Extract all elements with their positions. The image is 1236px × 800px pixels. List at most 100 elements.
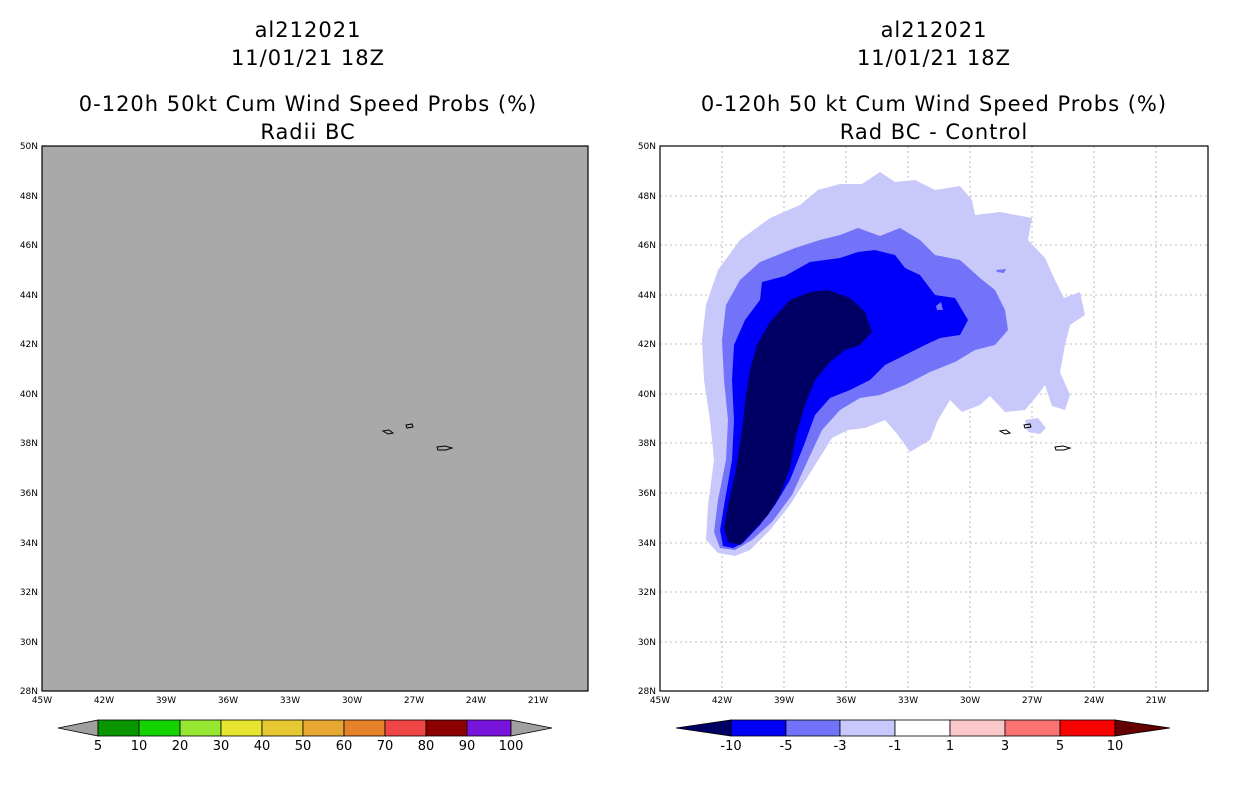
right-colorbar-label: 10 bbox=[1107, 739, 1124, 754]
left-map-field bbox=[42, 146, 588, 691]
right-lon-label: 42W bbox=[712, 696, 732, 706]
right-lon-label: 27W bbox=[1022, 696, 1042, 706]
right-colorbar-swatch bbox=[785, 719, 841, 737]
right-island-central bbox=[1023, 423, 1032, 429]
right-subtitle: Rad BC - Control bbox=[839, 120, 1029, 144]
left-map-frame bbox=[41, 145, 589, 692]
left-azores-islands bbox=[381, 423, 454, 451]
left-colorbar-swatch bbox=[138, 719, 181, 737]
right-lat-label: 44N bbox=[638, 291, 656, 301]
right-title: 0-120h 50 kt Cum Wind Speed Probs (%) bbox=[700, 92, 1168, 116]
left-lon-label: 30W bbox=[342, 696, 362, 706]
left-lat-label: 30N bbox=[20, 638, 38, 648]
left-lat-labels: 50N 48N 46N 44N 42N 40N 38N 36N 34N 32N … bbox=[20, 142, 38, 697]
diff-blob-small bbox=[936, 302, 943, 310]
left-lat-label: 36N bbox=[20, 489, 38, 499]
left-colorbar-low-end bbox=[57, 719, 99, 737]
left-lat-label: 38N bbox=[20, 439, 38, 449]
left-island-central bbox=[405, 423, 414, 429]
right-colorbar-label: -10 bbox=[720, 739, 741, 754]
left-island-west bbox=[381, 429, 395, 435]
right-lon-label: 21W bbox=[1146, 696, 1166, 706]
left-lon-label: 45W bbox=[32, 696, 52, 706]
right-lon-label: 39W bbox=[774, 696, 794, 706]
right-lat-label: 32N bbox=[638, 588, 656, 598]
left-lon-label: 36W bbox=[218, 696, 238, 706]
right-lat-label: 50N bbox=[638, 142, 656, 152]
left-colorbar-label: 80 bbox=[418, 739, 435, 754]
left-colorbar-label: 10 bbox=[131, 739, 148, 754]
right-colorbar-label: 3 bbox=[1001, 739, 1009, 754]
right-lat-label: 30N bbox=[638, 638, 656, 648]
right-colorbar-label: -5 bbox=[780, 739, 793, 754]
left-colorbar-label: 5 bbox=[94, 739, 102, 754]
right-colorbar-label: -3 bbox=[834, 739, 847, 754]
left-colorbar bbox=[57, 719, 553, 737]
right-lon-label: 45W bbox=[650, 696, 670, 706]
left-colorbar-label: 100 bbox=[499, 739, 524, 754]
right-colorbar bbox=[675, 719, 1171, 737]
left-title: 0-120h 50kt Cum Wind Speed Probs (%) bbox=[78, 92, 538, 116]
right-colorbar-swatch bbox=[1059, 719, 1116, 737]
right-lat-label: 48N bbox=[638, 192, 656, 202]
left-colorbar-swatch bbox=[97, 719, 140, 737]
right-colorbar-label: -1 bbox=[889, 739, 902, 754]
right-azores-islands bbox=[998, 423, 1072, 451]
right-lat-label: 40N bbox=[638, 390, 656, 400]
right-lon-label: 33W bbox=[898, 696, 918, 706]
right-colorbar-label: 5 bbox=[1056, 739, 1064, 754]
right-colorbar-swatch bbox=[949, 719, 1006, 737]
left-storm-id: al212021 bbox=[254, 18, 362, 42]
left-colorbar-label: 50 bbox=[295, 739, 312, 754]
left-colorbar-label: 30 bbox=[213, 739, 230, 754]
left-colorbar-label: 40 bbox=[254, 739, 271, 754]
left-lon-label: 21W bbox=[528, 696, 548, 706]
right-map: 50N 48N 46N 44N 42N 40N 38N 36N 34N 32N … bbox=[638, 142, 1209, 754]
diff-blob-small bbox=[996, 269, 1006, 273]
right-colorbar-swatch bbox=[730, 719, 787, 737]
right-lon-label: 30W bbox=[960, 696, 980, 706]
right-colorbar-high-end bbox=[1114, 719, 1171, 737]
left-lat-label: 28N bbox=[20, 687, 38, 697]
left-map: 50N 48N 46N 44N 42N 40N 38N 36N 34N 32N … bbox=[20, 142, 589, 754]
left-colorbar-high-end bbox=[510, 719, 553, 737]
left-colorbar-swatch bbox=[384, 719, 427, 737]
right-lat-label: 46N bbox=[638, 241, 656, 251]
left-colorbar-swatch bbox=[179, 719, 222, 737]
left-datetime: 11/01/21 18Z bbox=[230, 46, 386, 70]
left-colorbar-swatch bbox=[302, 719, 345, 737]
left-lat-label: 50N bbox=[20, 142, 38, 152]
left-lon-label: 27W bbox=[404, 696, 424, 706]
left-lat-label: 46N bbox=[20, 241, 38, 251]
right-map-frame bbox=[659, 145, 1209, 692]
left-colorbar-swatch bbox=[220, 719, 263, 737]
right-colorbar-swatch bbox=[839, 719, 896, 737]
left-lat-label: 32N bbox=[20, 588, 38, 598]
right-lat-label: 28N bbox=[638, 687, 656, 697]
diff-blob-small bbox=[1025, 418, 1046, 434]
left-lat-label: 44N bbox=[20, 291, 38, 301]
left-colorbar-label: 60 bbox=[336, 739, 353, 754]
left-colorbar-label: 20 bbox=[172, 739, 189, 754]
right-lon-label: 24W bbox=[1084, 696, 1104, 706]
left-lat-label: 42N bbox=[20, 340, 38, 350]
right-lat-labels: 50N 48N 46N 44N 42N 40N 38N 36N 34N 32N … bbox=[638, 142, 656, 697]
left-colorbar-swatch bbox=[425, 719, 468, 737]
left-island-east bbox=[436, 445, 454, 451]
left-lon-labels: 45W 42W 39W 36W 33W 30W 27W 24W 21W bbox=[32, 696, 548, 706]
left-colorbar-swatch bbox=[466, 719, 512, 737]
left-lon-label: 39W bbox=[156, 696, 176, 706]
right-colorbar-low-end bbox=[675, 719, 732, 737]
right-lat-label: 36N bbox=[638, 489, 656, 499]
diff-contour-minus-10 bbox=[724, 290, 872, 545]
right-island-west bbox=[998, 429, 1012, 435]
left-colorbar-swatch bbox=[343, 719, 386, 737]
right-lat-label: 42N bbox=[638, 340, 656, 350]
right-colorbar-labels: -10 -5 -3 -1 1 3 5 10 bbox=[720, 739, 1123, 754]
left-lat-label: 34N bbox=[20, 539, 38, 549]
left-lat-label: 48N bbox=[20, 192, 38, 202]
right-lon-labels: 45W 42W 39W 36W 33W 30W 27W 24W 21W bbox=[650, 696, 1166, 706]
right-colorbar-swatch bbox=[1004, 719, 1061, 737]
left-colorbar-labels: 5 10 20 30 40 50 60 70 80 90 100 bbox=[94, 739, 524, 754]
right-island-east bbox=[1054, 445, 1072, 451]
